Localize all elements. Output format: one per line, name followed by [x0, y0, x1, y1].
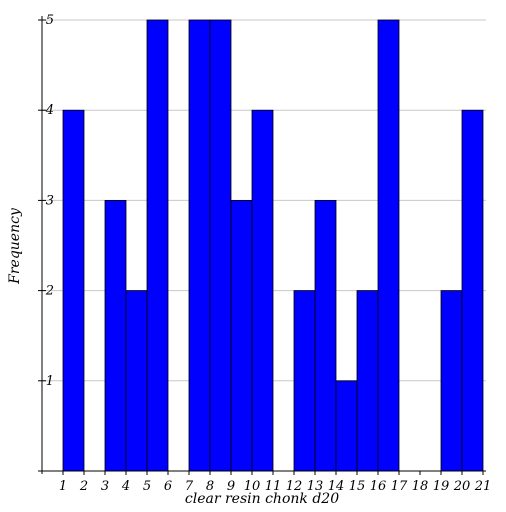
- x-tick-label-18: 18: [412, 479, 429, 494]
- x-tick-label-9: 9: [227, 479, 235, 494]
- x-tick-label-11: 11: [265, 479, 282, 494]
- y-tick-labels: 1 2 3 4 5: [45, 13, 54, 389]
- y-axis-title: Frequency: [7, 207, 23, 285]
- x-tick-label-20: 20: [453, 479, 471, 494]
- x-tick-label-4: 4: [121, 479, 130, 494]
- x-tick-label-14: 14: [328, 479, 345, 494]
- bar-16-17: [377, 19, 400, 472]
- x-tick-labels: 1 2 3 4 5 6 7 8 9 10 11 12 13 14 15 16 17 18 19 20 21: [59, 479, 491, 494]
- x-tick-label-12: 12: [286, 479, 303, 494]
- bar-7-8: [188, 19, 211, 472]
- x-tick-label-10: 10: [244, 479, 261, 494]
- bar-13-14: [314, 199, 337, 472]
- bar-12-13: [293, 290, 316, 472]
- bar-1-2: [62, 109, 85, 472]
- bar-3-4: [104, 199, 127, 472]
- bar-14-15: [335, 380, 358, 472]
- x-tick-label-8: 8: [206, 479, 214, 494]
- bar-9-10: [230, 199, 253, 472]
- y-tick-label-4: 4: [45, 103, 54, 118]
- x-tick-label-19: 19: [433, 479, 450, 494]
- y-tick-label-5: 5: [46, 13, 54, 28]
- bar-10-11: [251, 109, 274, 472]
- x-tick-label-5: 5: [143, 479, 151, 494]
- x-tick-label-16: 16: [370, 479, 387, 494]
- bar-5-6: [146, 19, 169, 472]
- x-tick-label-1: 1: [59, 479, 67, 494]
- x-tick-label-7: 7: [185, 479, 194, 494]
- x-tick-label-15: 15: [349, 479, 366, 494]
- bar-4-5: [125, 290, 148, 472]
- bar-20-21: [461, 109, 484, 472]
- bar-19-20: [440, 290, 463, 472]
- axes: [38, 16, 486, 475]
- y-tick-label-1: 1: [46, 374, 54, 389]
- x-tick-label-21: 21: [474, 479, 492, 494]
- bar-8-9: [209, 19, 232, 472]
- bars: [62, 19, 484, 472]
- y-tick-label-3: 3: [46, 193, 54, 208]
- x-tick-label-2: 2: [79, 479, 88, 494]
- x-tick-label-13: 13: [307, 479, 324, 494]
- x-tick-label-3: 3: [101, 479, 109, 494]
- x-tick-label-6: 6: [164, 479, 172, 494]
- x-axis-title: clear resin chonk d20: [185, 491, 339, 507]
- x-tick-label-17: 17: [391, 479, 408, 494]
- bar-15-16: [356, 290, 379, 472]
- y-tick-label-2: 2: [45, 284, 54, 299]
